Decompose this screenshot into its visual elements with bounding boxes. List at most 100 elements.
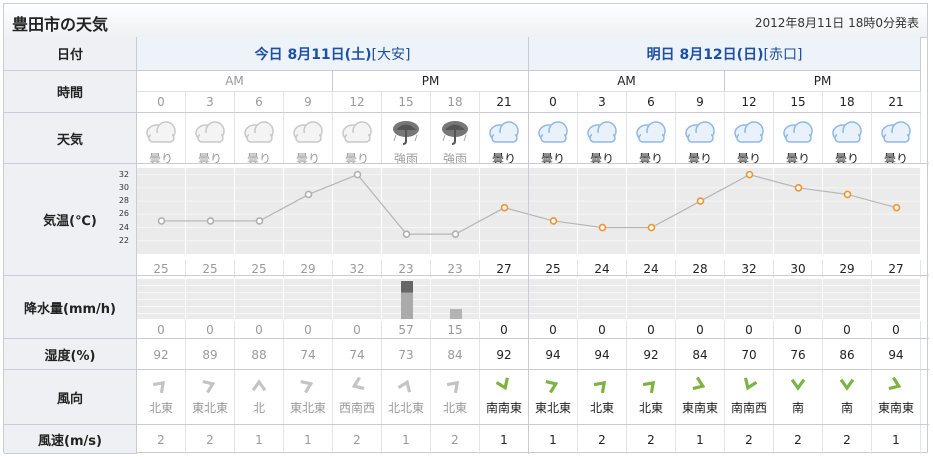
wind-arrow-icon — [594, 380, 607, 393]
precip-value: 0 — [725, 321, 774, 339]
precip-plot-column — [235, 279, 284, 319]
weather-cell: 曇り — [529, 113, 578, 166]
precip-plot-column — [823, 279, 872, 319]
hour-label: 3 — [186, 92, 235, 113]
hour-label: 15 — [382, 92, 431, 113]
temp-plot-column — [480, 168, 529, 254]
wind-speed-value: 2 — [431, 425, 480, 454]
precip-value: 57 — [382, 321, 431, 339]
forecast-grid: 日付 時間 天気 気温(℃) 降水量(mm/h) 湿度(%) 風向 風速(m/s) 今日 8月1… — [4, 4, 929, 454]
wind-dir-label: 東南東 — [681, 401, 718, 415]
wind-dir-label: 東南東 — [877, 401, 914, 415]
row-label-precip: 降水量(mm/h) — [4, 276, 137, 339]
precip-plot-column — [137, 279, 186, 319]
temp-value: 29 — [823, 260, 872, 278]
humidity-value: 74 — [284, 339, 333, 370]
wind-speed-value: 1 — [235, 425, 284, 454]
precip-value: 0 — [284, 321, 333, 339]
weather-label: 曇り — [540, 152, 565, 166]
wind-arrow-icon — [496, 377, 509, 391]
day-label: 今日 8月11日(土) — [254, 46, 372, 63]
temp-value: 24 — [578, 260, 627, 278]
weather-cell: 曇り — [823, 113, 872, 166]
wind-speed-value: 1 — [284, 425, 333, 454]
precip-value: 0 — [627, 321, 676, 339]
wind-arrow-icon — [692, 377, 706, 391]
humidity-value: 92 — [480, 339, 529, 370]
hour-label: 18 — [431, 92, 480, 113]
weather-label: 曇り — [246, 152, 271, 166]
precip-value: 0 — [235, 321, 284, 339]
cloud-icon — [290, 113, 326, 149]
row-label-temp: 気温(℃) — [4, 164, 137, 276]
ampm-label: AM — [529, 71, 725, 92]
weather-cell: 曇り — [627, 113, 676, 166]
temp-plot-column — [627, 168, 676, 254]
temp-axis-tick: 28 — [118, 196, 129, 206]
wind-arrow-icon — [545, 380, 559, 393]
precip-value: 0 — [529, 321, 578, 339]
wind-cell: 北東 — [627, 370, 676, 425]
wind-cell: 東南東 — [872, 370, 921, 425]
cloud-icon — [682, 113, 718, 149]
temp-value: 29 — [284, 260, 333, 278]
hour-label: 12 — [333, 92, 382, 113]
wind-dir-label: 南 — [791, 401, 804, 415]
temp-value: 25 — [137, 260, 186, 278]
wind-arrow-icon — [447, 380, 460, 393]
temp-plot-column — [578, 168, 627, 254]
humidity-value: 92 — [137, 339, 186, 370]
wind-dir-label: 北北東 — [387, 401, 424, 415]
temp-plot-column — [774, 168, 823, 254]
wind-arrow-icon — [251, 379, 267, 392]
wind-dir-label: 東北東 — [534, 401, 571, 415]
precip-plot-column — [676, 279, 725, 319]
ampm-label: PM — [333, 71, 529, 92]
humidity-value: 92 — [627, 339, 676, 370]
weather-label: 曇り — [834, 152, 859, 166]
wind-cell: 東北東 — [186, 370, 235, 425]
precip-value: 0 — [676, 321, 725, 339]
wind-arrow-icon — [398, 379, 412, 393]
wind-dir-label: 東北東 — [289, 401, 326, 415]
weather-label: 曇り — [736, 152, 761, 166]
hour-label: 21 — [480, 92, 529, 113]
wind-arrow-icon — [351, 377, 365, 390]
row-label-humidity: 湿度(%) — [4, 339, 137, 370]
ampm-label: AM — [137, 71, 333, 92]
temp-plot-column — [382, 168, 431, 254]
hour-label: 0 — [137, 92, 186, 113]
temp-plot-column — [186, 168, 235, 254]
temp-plot-column — [529, 168, 578, 254]
humidity-value: 84 — [676, 339, 725, 370]
wind-speed-value: 1 — [676, 425, 725, 454]
wind-speed-value: 1 — [382, 425, 431, 454]
hour-label: 21 — [872, 92, 921, 113]
weather-cell: 曇り — [333, 113, 382, 166]
wind-speed-value: 2 — [333, 425, 382, 454]
humidity-value: 88 — [235, 339, 284, 370]
hour-label: 12 — [725, 92, 774, 113]
precip-plot-column — [333, 279, 382, 319]
wind-cell: 北 — [235, 370, 284, 425]
weather-cell: 強雨 — [382, 113, 431, 166]
hour-label: 6 — [627, 92, 676, 113]
precip-plot-column — [284, 279, 333, 319]
row-label-date: 日付 — [4, 37, 137, 71]
wind-speed-value: 2 — [823, 425, 872, 454]
day-header-2: 明日 8月12日(日) [赤口] — [529, 37, 921, 71]
precip-value: 0 — [186, 321, 235, 339]
temp-value: 24 — [627, 260, 676, 278]
humidity-value: 84 — [431, 339, 480, 370]
cloud-icon — [535, 113, 571, 149]
precip-value: 0 — [823, 321, 872, 339]
weather-label: 曇り — [589, 152, 614, 166]
ampm-label: PM — [725, 71, 921, 92]
precip-plot-column — [186, 279, 235, 319]
rokuyo-label: [大安] — [371, 46, 411, 63]
wind-cell: 北東 — [431, 370, 480, 425]
forecast-table: 豊田市の天気 2012年8月11日 18時0分発表 日付 時間 天気 気温(℃) 降水量… — [3, 3, 929, 454]
wind-arrow-icon — [300, 380, 314, 393]
wind-speed-value: 2 — [137, 425, 186, 454]
wind-speed-value: 2 — [774, 425, 823, 454]
